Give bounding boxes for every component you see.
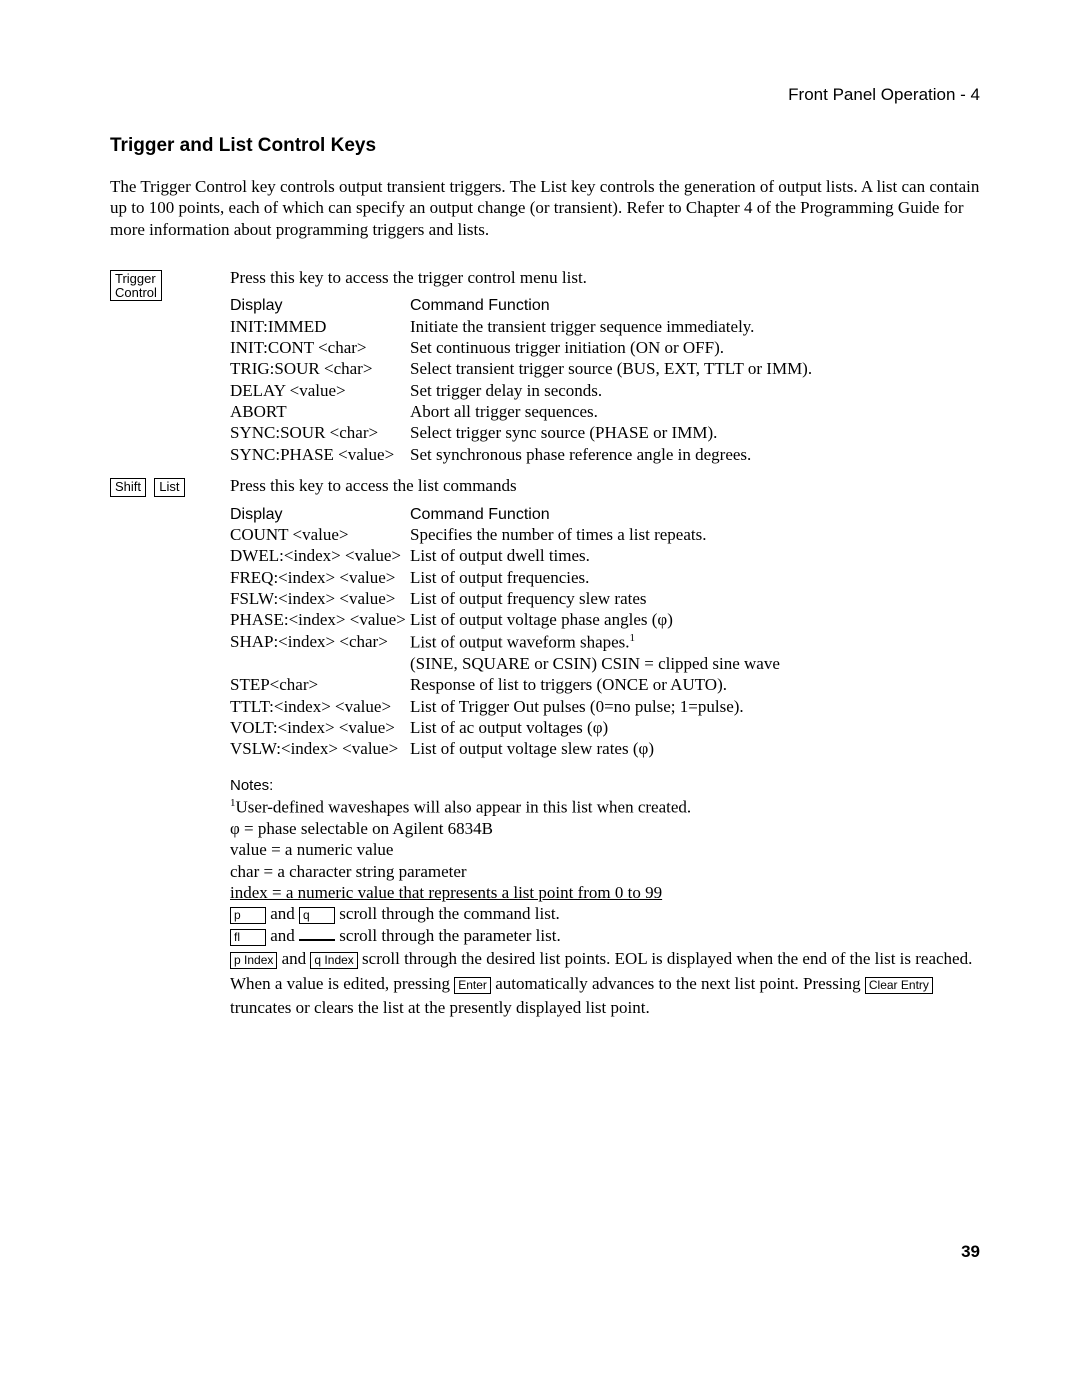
cmd-function: List of output frequency slew rates: [410, 589, 980, 610]
cmd-function: List of ac output voltages (φ): [410, 718, 980, 739]
cmd-function: List of output frequencies.: [410, 568, 980, 589]
note-line: char = a character string parameter: [230, 862, 980, 882]
cmd-display: VSLW:<index> <value>: [230, 739, 410, 760]
cmd-display: [230, 654, 410, 675]
note-line: value = a numeric value: [230, 840, 980, 860]
section-title: Trigger and List Control Keys: [110, 135, 980, 158]
key-label: Control: [115, 285, 157, 300]
cmd-display: COUNT <value>: [230, 525, 410, 546]
note-line: 1User-defined waveshapes will also appea…: [230, 797, 980, 818]
cmd-display: INIT:IMMED: [230, 317, 410, 338]
cmd-function: Select trigger sync source (PHASE or IMM…: [410, 423, 980, 444]
cmd-display: SYNC:SOUR <char>: [230, 423, 410, 444]
p-index-key: p Index: [230, 952, 277, 969]
cmd-display: VOLT:<index> <value>: [230, 718, 410, 739]
list-key: List: [154, 478, 184, 497]
cmd-function: (SINE, SQUARE or CSIN) CSIN = clipped si…: [410, 654, 980, 675]
cmd-display: TRIG:SOUR <char>: [230, 359, 410, 380]
col-head-function: Command Function: [410, 505, 980, 525]
page-number: 39: [110, 1242, 980, 1262]
cmd-display: ABORT: [230, 402, 410, 423]
cmd-function: Abort all trigger sequences.: [410, 402, 980, 423]
note-line: φ = phase selectable on Agilent 6834B: [230, 819, 980, 839]
q-index-key: q Index: [310, 952, 357, 969]
p-key: p: [230, 907, 266, 924]
fl-key: fl: [230, 929, 266, 946]
cmd-function: List of Trigger Out pulses (0=no pulse; …: [410, 697, 980, 718]
cmd-display: FSLW:<index> <value>: [230, 589, 410, 610]
list-intro: Press this key to access the list comman…: [230, 476, 980, 496]
cmd-function: Set trigger delay in seconds.: [410, 381, 980, 402]
intro-paragraph: The Trigger Control key controls output …: [110, 176, 980, 240]
col-head-display: Display: [230, 296, 410, 316]
note-line: fl and scroll through the parameter list…: [230, 926, 980, 946]
trigger-table: Display Command Function INIT:IMMEDIniti…: [230, 296, 980, 466]
q-key: q: [299, 907, 335, 924]
enter-key: Enter: [454, 977, 491, 994]
cmd-function: Response of list to triggers (ONCE or AU…: [410, 675, 980, 696]
clear-entry-key: Clear Entry: [865, 977, 933, 994]
list-table: Display Command Function COUNT <value>Sp…: [230, 505, 980, 761]
cmd-display: SYNC:PHASE <value>: [230, 445, 410, 466]
cmd-function: List of output voltage slew rates (φ): [410, 739, 980, 760]
cmd-function: Specifies the number of times a list rep…: [410, 525, 980, 546]
cmd-display: PHASE:<index> <value>: [230, 610, 410, 631]
col-head-function: Command Function: [410, 296, 980, 316]
trigger-intro: Press this key to access the trigger con…: [230, 268, 980, 288]
list-block: Shift List Press this key to access the …: [110, 476, 980, 1022]
cmd-function: List of output waveform shapes.1: [410, 632, 980, 654]
notes-heading: Notes:: [230, 777, 980, 795]
trigger-control-key: Trigger Control: [110, 270, 162, 301]
cmd-function: Set continuous trigger initiation (ON or…: [410, 338, 980, 359]
cmd-display: INIT:CONT <char>: [230, 338, 410, 359]
col-head-display: Display: [230, 505, 410, 525]
cmd-display: DWEL:<index> <value>: [230, 546, 410, 567]
note-line: index = a numeric value that represents …: [230, 883, 980, 903]
cmd-display: TTLT:<index> <value>: [230, 697, 410, 718]
cmd-function: Initiate the transient trigger sequence …: [410, 317, 980, 338]
cmd-function: List of output voltage phase angles (φ): [410, 610, 980, 631]
cmd-function: List of output dwell times.: [410, 546, 980, 567]
trigger-block: Trigger Control Press this key to access…: [110, 268, 980, 466]
cmd-display: DELAY <value>: [230, 381, 410, 402]
note-line: p and q scroll through the command list.: [230, 904, 980, 924]
cmd-display: FREQ:<index> <value>: [230, 568, 410, 589]
cmd-display: SHAP:<index> <char>: [230, 632, 410, 654]
cmd-display: STEP<char>: [230, 675, 410, 696]
cmd-function: Select transient trigger source (BUS, EX…: [410, 359, 980, 380]
cmd-function: Set synchronous phase reference angle in…: [410, 445, 980, 466]
page-header: Front Panel Operation - 4: [110, 85, 980, 105]
note-line: p Index and q Index scroll through the d…: [230, 947, 980, 1021]
shift-key: Shift: [110, 478, 146, 497]
blank-key: [299, 939, 335, 941]
